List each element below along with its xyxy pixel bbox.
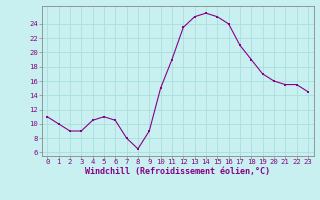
X-axis label: Windchill (Refroidissement éolien,°C): Windchill (Refroidissement éolien,°C) [85, 167, 270, 176]
